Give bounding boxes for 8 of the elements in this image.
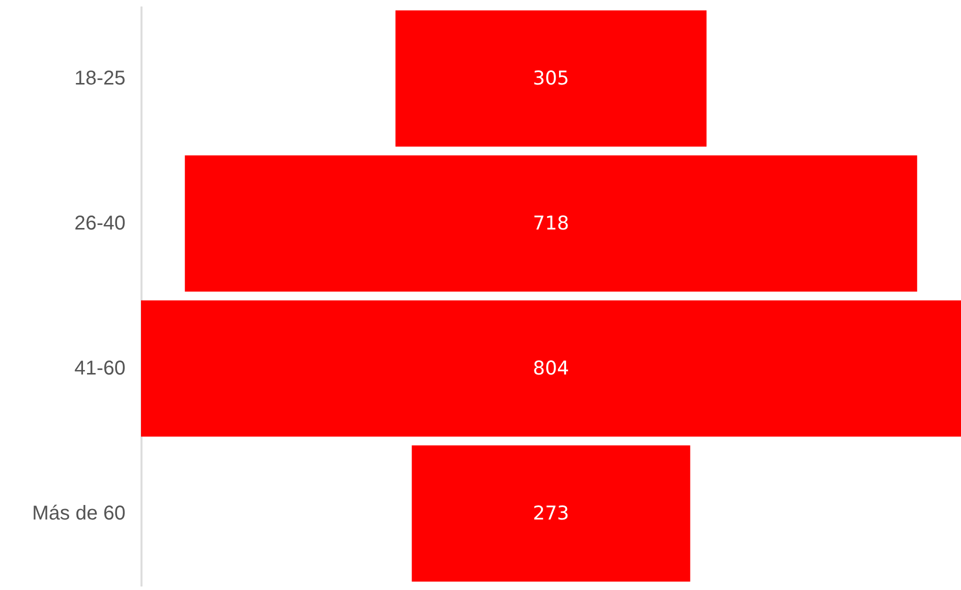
data-label: 804: [532, 358, 570, 380]
data-label: 305: [532, 68, 570, 90]
category-label: 18-25: [74, 68, 126, 90]
category-label: 26-40: [74, 212, 126, 234]
data-label: 718: [532, 212, 570, 234]
category-label: 41-60: [74, 358, 126, 380]
data-label: 273: [532, 502, 570, 524]
category-label: Más de 60: [32, 502, 126, 524]
